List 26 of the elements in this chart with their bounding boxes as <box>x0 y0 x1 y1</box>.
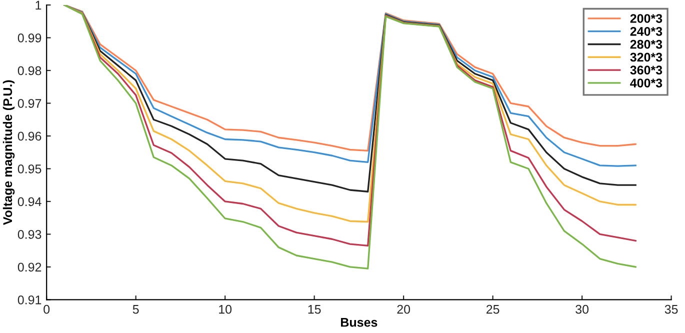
y-tick-label: 0.96 <box>18 132 42 141</box>
x-tick-label: 5 <box>132 305 139 314</box>
y-tick-label: 0.97 <box>18 99 42 108</box>
legend-label: 320*3 <box>630 52 662 62</box>
x-axis-title: Buses <box>341 318 378 327</box>
legend-label: 360*3 <box>630 66 662 75</box>
y-tick-label: 0.94 <box>18 197 42 206</box>
x-tick-label: 15 <box>308 305 321 314</box>
x-tick-label: 30 <box>576 304 589 314</box>
y-tick-label: 0.92 <box>18 262 42 272</box>
y-tick-label: 1 <box>36 0 42 10</box>
y-tick-label: 0.98 <box>18 66 42 76</box>
x-tick-label: 35 <box>664 304 678 314</box>
legend-label: 400*3 <box>630 78 662 88</box>
x-tick-label: 25 <box>486 304 500 314</box>
legend-label: 280*3 <box>630 40 662 49</box>
x-tick-label: 20 <box>397 304 410 314</box>
y-tick-label: 0.93 <box>18 230 42 239</box>
x-tick-label: 0 <box>44 304 50 314</box>
y-tick-label: 0.95 <box>18 164 42 174</box>
x-tick-label: 10 <box>219 304 232 314</box>
y-tick-label: 0.99 <box>18 34 42 42</box>
y-axis-title: Voltage magnitude (P.U.) <box>2 80 15 225</box>
y-tick-label: 0.91 <box>18 296 42 304</box>
legend-label: 200*3 <box>630 14 662 23</box>
legend-label: 240*3 <box>630 26 662 36</box>
